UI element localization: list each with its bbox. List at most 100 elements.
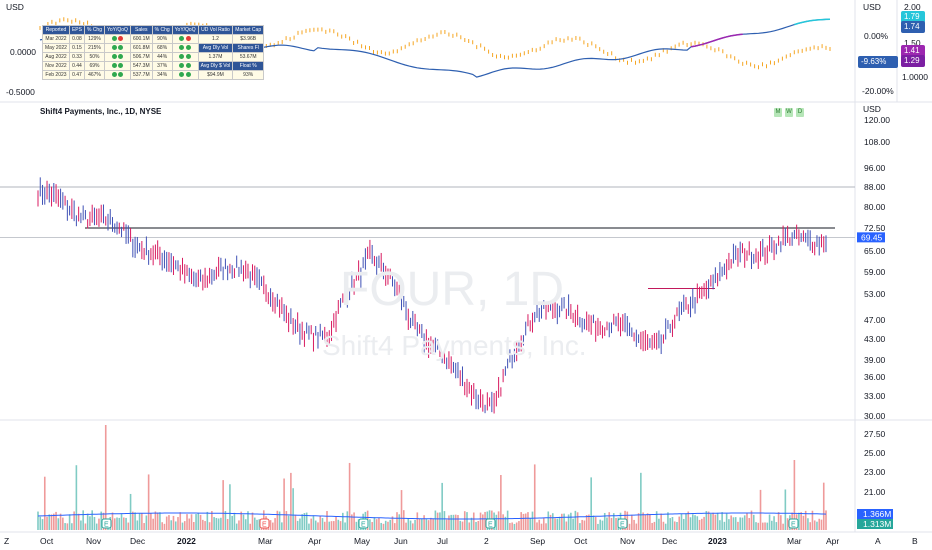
volume-bar (249, 523, 252, 530)
volume-bar (80, 520, 82, 530)
earnings-marker[interactable] (788, 518, 799, 529)
volume-bar (414, 519, 416, 530)
earnings-marker-label: E (262, 522, 267, 529)
volume-bar (238, 520, 240, 530)
volume-bar (321, 518, 324, 530)
header-eps-yoy: YoY/QoQ (104, 25, 131, 35)
price-tick-label: 88.00 (864, 182, 886, 192)
time-tick-label: Nov (620, 536, 636, 546)
volume-bar (533, 464, 536, 530)
price-panel[interactable]: USD 120.00 108.00 96.00 88.00 80.00 72.50 65.0… (0, 104, 890, 421)
volume-bar (314, 520, 317, 530)
volume-axis[interactable]: 27.50 25.00 23.00 21.00 (864, 429, 886, 497)
volume-bar (378, 517, 380, 530)
volume-bar (551, 513, 554, 530)
table-row: Mar 2022 0.08 129% 600.1M 90% 1.2 $3.96B (42, 34, 265, 44)
volume-bar (640, 472, 642, 530)
volume-bar (816, 521, 818, 530)
volume-bars (37, 425, 827, 530)
time-axis-zoom-mark[interactable]: Z (4, 536, 9, 546)
volume-bar (258, 519, 261, 530)
volume-bar (734, 517, 737, 530)
auto-scale-button[interactable]: A (875, 536, 881, 546)
volume-bar (199, 514, 202, 530)
row-eps-dots (104, 61, 131, 71)
volume-bar (725, 513, 728, 530)
status-dot-icon (185, 54, 191, 60)
volume-bar (389, 519, 392, 530)
volume-badge-2 (857, 519, 893, 529)
earnings-marker[interactable] (259, 518, 270, 529)
earnings-marker[interactable] (358, 518, 369, 529)
volume-bar (439, 512, 441, 530)
row-extra1: Avg Dly $ Vol (197, 61, 234, 71)
volume-bar (759, 489, 762, 530)
comparison-panel[interactable]: USD 0.0000 -0.5000 USD 0.00% -20.00% 2.0… (6, 2, 928, 97)
volume-bar (174, 521, 177, 530)
status-dot-icon (179, 36, 185, 42)
volume-bar (152, 518, 154, 530)
row-period: Mar 2022 (42, 34, 70, 44)
time-tick-label: Dec (130, 536, 146, 546)
volume-bar (468, 522, 471, 530)
last-price-badge (857, 232, 885, 243)
earnings-marker[interactable] (617, 518, 628, 529)
volume-bar (723, 521, 726, 530)
volume-bar (344, 522, 346, 530)
time-axis[interactable]: Z A B Oct Nov Dec 2022 Mar Apr May Jun Jul 2 Sep Oc… (4, 536, 918, 546)
volume-bar (743, 515, 746, 530)
volume-bar (786, 518, 789, 530)
timeframe-weekly[interactable]: W (785, 108, 793, 117)
time-tick-label: Mar (787, 536, 802, 546)
volume-bar (646, 513, 649, 530)
volume-bar (57, 518, 60, 530)
earnings-marker[interactable] (485, 518, 496, 529)
volume-bar (125, 517, 127, 530)
volume-bar (396, 512, 398, 530)
price-axis[interactable]: 120.00 108.00 96.00 88.00 80.00 72.50 65.00 59.… (864, 115, 890, 421)
time-tick-label: Sep (530, 536, 545, 546)
volume-bar (220, 517, 222, 530)
header-sales-chg: % Chg (151, 25, 173, 35)
volume-bar (716, 512, 719, 530)
volume-bar (784, 489, 787, 530)
row-extra2: 53.67M (232, 52, 265, 62)
volume-bar (644, 514, 647, 530)
volume-bar (163, 523, 166, 530)
volume-panel[interactable]: 27.50 25.00 23.00 21.00 E E E E E E 1.366M 1.313… (37, 425, 893, 530)
volume-bar (800, 512, 802, 530)
price-tick-label: 53.00 (864, 289, 886, 299)
volume-bar (351, 514, 353, 530)
volume-bar (730, 515, 732, 530)
volume-bar (217, 518, 220, 530)
time-tick-label: 2022 (177, 536, 196, 546)
volume-bar (475, 521, 477, 530)
volume-bar (676, 521, 678, 530)
fundamentals-header-row: Reported EPS % Chg YoY/QoQ Sales % Chg Y… (42, 25, 265, 35)
volume-bar (66, 523, 69, 530)
volume-bar (457, 515, 459, 530)
earnings-marker-label: E (361, 522, 366, 529)
volume-bar (673, 521, 676, 530)
volume-bar (513, 523, 516, 530)
timeframe-monthly[interactable]: M (774, 108, 782, 117)
timeframe-daily[interactable]: D (796, 108, 804, 117)
volume-bar (242, 514, 245, 530)
status-dot-icon (111, 72, 117, 78)
volume-bar (423, 515, 425, 530)
volume-bar (186, 514, 188, 530)
volume-bar (628, 523, 631, 530)
row-extra2: 93% (232, 70, 265, 80)
log-scale-button[interactable]: B (912, 536, 918, 546)
volume-bar (660, 513, 662, 530)
volume-bar (380, 522, 382, 530)
volume-bar (138, 513, 141, 530)
earnings-marker[interactable] (101, 518, 112, 529)
volume-bar (655, 511, 658, 530)
volume-bar (590, 477, 592, 530)
relative-strength-purple-segment (690, 33, 743, 48)
volume-bar (77, 513, 80, 530)
